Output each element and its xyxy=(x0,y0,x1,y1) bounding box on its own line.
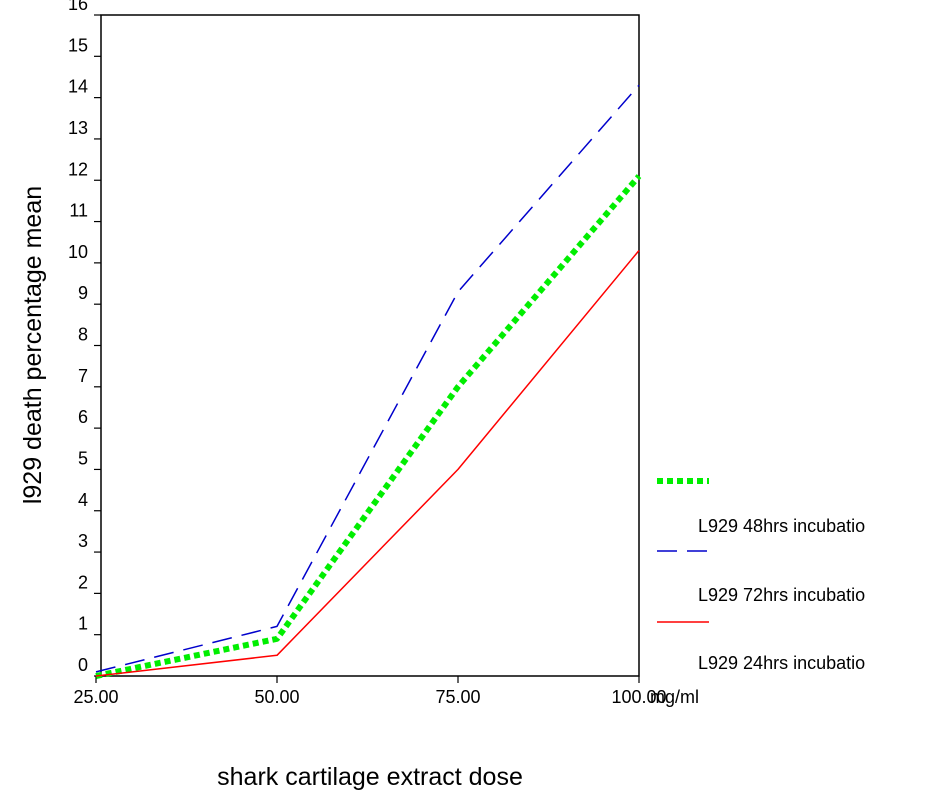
x-axis: 25.00 50.00 75.00 100.00 xyxy=(73,676,667,707)
y-tick-label: 11 xyxy=(69,201,88,221)
legend-label: L929 48hrs incubatio xyxy=(698,516,865,536)
y-tick-label: 16 xyxy=(68,0,88,14)
y-tick-label: 2 xyxy=(78,572,88,592)
x-tick-label: 25.00 xyxy=(73,687,118,707)
x-tick-label: 50.00 xyxy=(254,687,299,707)
y-tick-label: 8 xyxy=(78,325,88,345)
y-tick-label: 14 xyxy=(68,77,88,97)
y-tick-label: 0 xyxy=(78,655,88,675)
series-line-dashed xyxy=(95,84,640,673)
legend-label: L929 72hrs incubatio xyxy=(698,585,865,605)
y-tick-label: 1 xyxy=(78,614,88,634)
series-line-dotted xyxy=(95,174,642,679)
y-tick-label: 13 xyxy=(68,118,88,138)
y-tick-label: 3 xyxy=(78,531,88,551)
y-tick-label: 9 xyxy=(78,283,88,303)
series-lines xyxy=(95,84,642,679)
legend: L929 48hrs incubatio L929 72hrs incubati… xyxy=(657,478,865,673)
legend-label: L929 24hrs incubatio xyxy=(698,653,865,673)
x-unit-label: mg/ml xyxy=(650,687,699,707)
y-tick-label: 12 xyxy=(68,159,88,179)
x-axis-title: shark cartilage extract dose xyxy=(217,763,523,791)
y-tick-label: 15 xyxy=(68,35,88,55)
y-axis-title: l929 death percentage mean xyxy=(19,186,47,504)
y-tick-label: 6 xyxy=(78,407,88,427)
series-line-solid xyxy=(95,250,640,677)
y-tick-label: 4 xyxy=(78,490,88,510)
plot-frame xyxy=(100,14,640,677)
x-tick-label: 75.00 xyxy=(435,687,480,707)
y-tick-label: 7 xyxy=(78,366,88,386)
y-tick-label: 5 xyxy=(78,448,88,468)
y-tick-label: 10 xyxy=(68,242,88,262)
x-tick-label: 100.00 xyxy=(611,687,666,707)
